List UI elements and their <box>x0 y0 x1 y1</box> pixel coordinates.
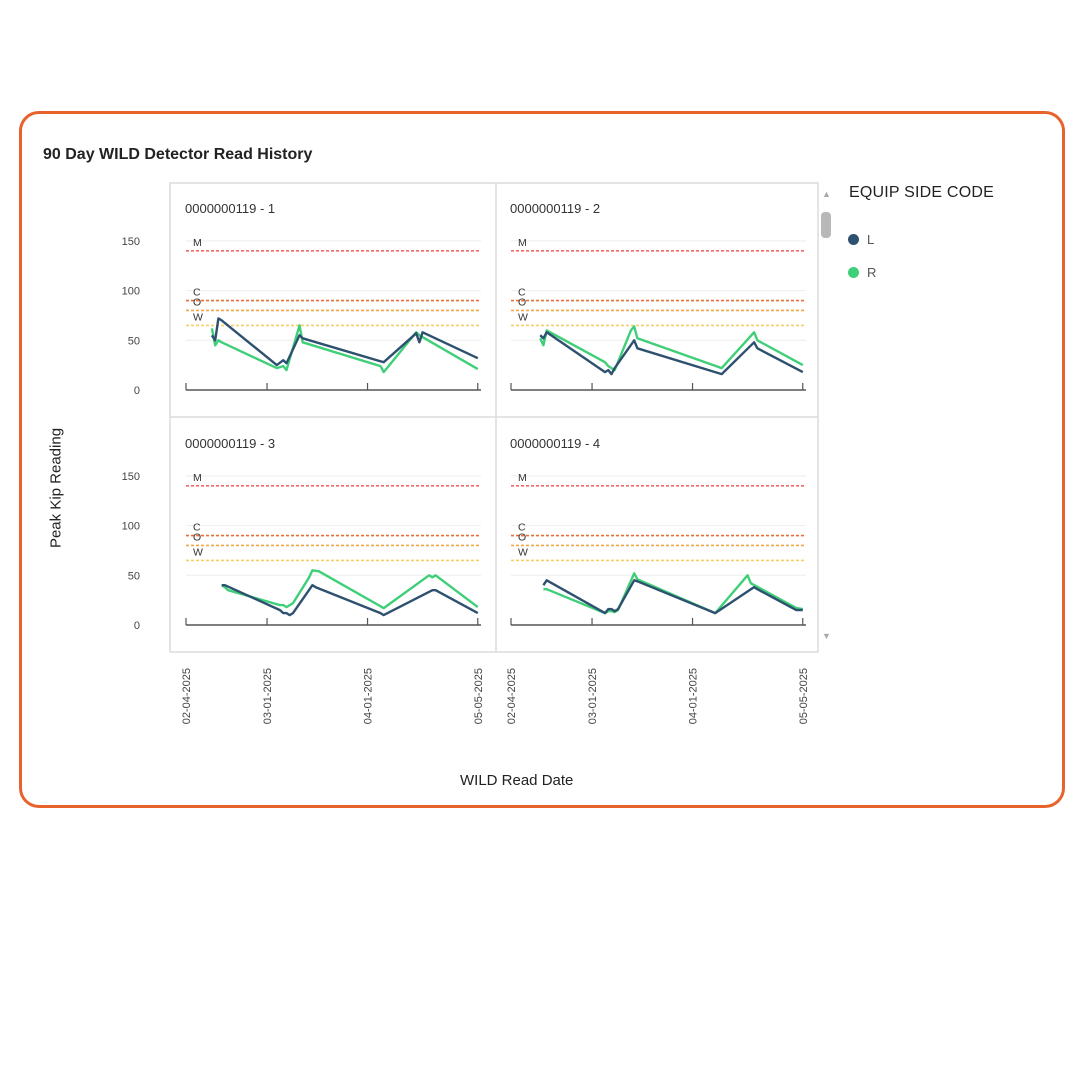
x-tick-label: 05-05-2025 <box>798 668 810 724</box>
threshold-label-c: C <box>518 287 526 299</box>
x-tick-label: 02-04-2025 <box>506 668 518 724</box>
series-line-l <box>221 584 479 617</box>
x-tick-label: 05-05-2025 <box>473 668 485 724</box>
y-tick-label: 100 <box>122 521 140 533</box>
panel-title: 0000000119 - 3 <box>185 436 275 451</box>
x-tick-label: 02-04-2025 <box>181 668 193 724</box>
threshold-label-o: O <box>518 296 526 308</box>
series-line-l <box>542 579 803 615</box>
legend-dot-r <box>848 267 859 278</box>
threshold-label-m: M <box>193 472 202 484</box>
threshold-label-c: C <box>518 522 526 534</box>
threshold-label-o: O <box>193 296 201 308</box>
x-tick-label: 04-01-2025 <box>688 668 700 724</box>
y-tick-label: 150 <box>122 471 140 483</box>
threshold-label-m: M <box>518 472 527 484</box>
x-tick-label: 03-01-2025 <box>587 668 599 724</box>
scroll-thumb[interactable] <box>821 212 831 238</box>
y-tick-label: 0 <box>134 620 140 632</box>
y-tick-label: 150 <box>122 236 140 248</box>
legend-label-r: R <box>867 265 877 280</box>
series-line-l <box>539 331 804 376</box>
panel-title: 0000000119 - 1 <box>185 201 275 216</box>
y-tick-label: 50 <box>128 570 140 582</box>
y-tick-label: 50 <box>128 335 140 347</box>
threshold-label-m: M <box>193 237 202 249</box>
threshold-label-c: C <box>193 522 201 534</box>
x-tick-label: 04-01-2025 <box>363 668 375 724</box>
threshold-label-w: W <box>193 311 203 323</box>
x-tick-label: 03-01-2025 <box>262 668 274 724</box>
y-tick-label: 100 <box>122 286 140 298</box>
panel-scrollbar[interactable]: ▲ ▼ <box>819 186 833 641</box>
threshold-label-o: O <box>193 531 201 543</box>
legend-title: EQUIP SIDE CODE <box>849 184 994 201</box>
y-axis-label: Peak Kip Reading <box>47 427 65 549</box>
legend-label-l: L <box>867 232 875 247</box>
threshold-label-o: O <box>518 531 526 543</box>
chart-card <box>19 111 1065 808</box>
scroll-up-icon[interactable]: ▲ <box>822 189 831 199</box>
threshold-label-m: M <box>518 237 527 249</box>
legend-dot-l <box>848 234 859 245</box>
series-line-r <box>210 324 479 374</box>
y-tick-label: 0 <box>134 385 140 397</box>
chart-title: 90 Day WILD Detector Read History <box>43 146 313 163</box>
legend-item-l[interactable]: L <box>848 232 874 247</box>
legend-item-r[interactable]: R <box>848 265 876 280</box>
threshold-label-w: W <box>193 546 203 558</box>
threshold-label-w: W <box>518 311 528 323</box>
panel-title: 0000000119 - 4 <box>510 436 600 451</box>
panel-title: 0000000119 - 2 <box>510 201 600 216</box>
threshold-label-w: W <box>518 546 528 558</box>
series-line-l <box>210 317 479 367</box>
threshold-label-c: C <box>193 287 201 299</box>
x-axis-label: WILD Read Date <box>460 772 574 789</box>
series-line-r <box>539 325 804 372</box>
scroll-down-icon[interactable]: ▼ <box>822 631 831 641</box>
